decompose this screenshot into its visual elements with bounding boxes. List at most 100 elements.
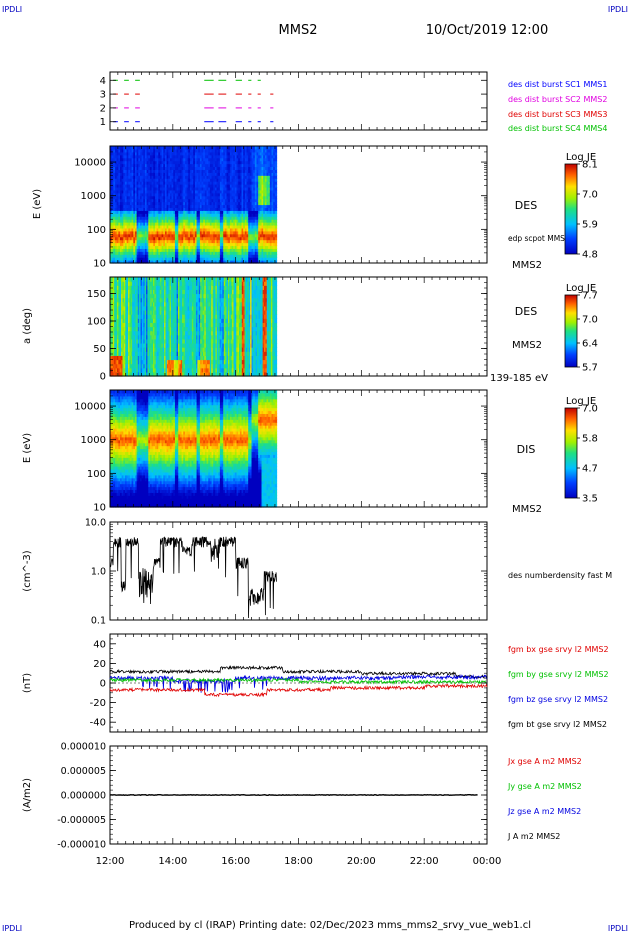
spectrogram-cell [124, 198, 128, 203]
spectrogram-cell [176, 151, 179, 156]
spectrogram-cell [146, 219, 149, 223]
spectrogram-cell [119, 254, 123, 258]
spectrogram-cell [126, 326, 129, 332]
spectrogram-cell [134, 251, 138, 255]
spectrogram-cell [151, 251, 154, 255]
spectrogram-cell [125, 338, 128, 344]
spectrogram-cell [273, 175, 276, 179]
spectrogram-cell [196, 260, 199, 264]
spectrogram-cell [161, 192, 164, 197]
spectrogram-cell [233, 192, 236, 197]
spectrogram-cell [258, 169, 261, 173]
spectrogram-cell [119, 257, 123, 261]
spectrogram-cell [141, 314, 144, 319]
spectrogram-cell [203, 216, 206, 220]
spectrogram-cell [141, 189, 144, 194]
spectrogram-cell [131, 213, 134, 217]
spectrogram-cell [184, 204, 188, 209]
spectrogram-cell [148, 242, 151, 247]
des-energy-label-des: DES [515, 199, 537, 212]
spectrogram-cell [246, 157, 249, 162]
spectrogram-cell [238, 172, 241, 176]
spectrogram-cell [218, 175, 221, 179]
spectrogram-cell [148, 222, 151, 226]
spectrogram-cell [189, 201, 193, 206]
spectrogram-cell [129, 175, 133, 179]
spectrogram-cell [134, 355, 137, 361]
spectrogram-cell [209, 233, 213, 238]
spectrogram-cell [241, 195, 244, 200]
spectrogram-cell [238, 184, 241, 188]
spectrogram-cell [194, 230, 198, 235]
spectrogram-cell [233, 154, 236, 159]
spectrogram-cell [236, 216, 239, 220]
spectrogram-cell [133, 326, 136, 332]
spectrogram-cell [271, 160, 274, 165]
spectrogram-cell [121, 233, 124, 238]
spectrogram-cell [111, 210, 114, 214]
spectrogram-cell [248, 233, 251, 238]
spectrogram-cell [121, 210, 124, 214]
spectrogram-cell [188, 172, 191, 176]
spectrogram-cell [126, 257, 129, 261]
spectrogram-cell [115, 236, 118, 241]
spectrogram-cell [238, 207, 241, 211]
spectrogram-cell [151, 230, 154, 235]
spectrogram-cell [159, 233, 163, 238]
spectrogram-cell [231, 189, 234, 194]
spectrogram-cell [133, 363, 136, 369]
spectrogram-cell [241, 184, 244, 188]
spectrogram-cell [218, 146, 221, 150]
spectrogram-cell [179, 210, 183, 214]
spectrogram-cell [228, 175, 231, 179]
spectrogram-cell [123, 281, 126, 286]
spectrogram-cell [241, 166, 244, 170]
spectrogram-cell [271, 248, 274, 252]
spectrogram-cell [228, 166, 231, 170]
spectrogram-cell [248, 207, 251, 211]
spectrogram-cell [176, 163, 179, 168]
spectrogram-cell [119, 160, 123, 165]
spectrogram-cell [228, 172, 231, 176]
spectrogram-cell [148, 248, 151, 252]
spectrogram-cell [148, 359, 151, 365]
spectrogram-cell [263, 169, 266, 173]
spectrogram-cell [133, 242, 136, 247]
spectrogram-cell [158, 338, 161, 344]
spectrogram-cell [124, 175, 128, 179]
spectrogram-cell [143, 293, 146, 299]
spectrogram-cell [163, 227, 166, 232]
spectrogram-cell [248, 186, 251, 191]
spectrogram-cell [256, 251, 259, 255]
spectrogram-cell [143, 367, 146, 373]
spectrogram-cell [123, 148, 126, 153]
spectrogram-cell [141, 318, 144, 323]
spectrogram-cell [159, 245, 163, 249]
spectrogram-cell [136, 260, 139, 264]
spectrogram-cell [125, 363, 128, 369]
spectrogram-cell [201, 198, 204, 203]
spectrogram-cell [216, 172, 219, 176]
spectrogram-cell [121, 230, 124, 235]
spectrogram-cell [121, 163, 124, 168]
spectrogram-cell [248, 192, 251, 197]
spectrogram-cell [146, 172, 149, 176]
spectrogram-cell [239, 148, 243, 153]
spectrogram-cell [253, 257, 256, 261]
spectrogram-cell [246, 239, 249, 244]
spectrogram-cell [183, 224, 186, 229]
spectrogram-cell [128, 213, 131, 217]
spectrogram-cell [159, 359, 162, 365]
spectrogram-cell [166, 184, 169, 188]
spectrogram-cell [148, 169, 151, 173]
spectrogram-cell [139, 359, 142, 365]
spectrogram-cell [191, 222, 194, 226]
spectrogram-cell [158, 289, 161, 295]
spectrogram-cell [168, 169, 171, 173]
spectrogram-cell [253, 189, 256, 194]
spectrogram-cell [122, 314, 125, 319]
spectrogram-cell [211, 157, 214, 162]
spectrogram-cell [154, 251, 158, 255]
spectrogram-cell [209, 169, 213, 173]
spectrogram-cell [130, 322, 133, 328]
